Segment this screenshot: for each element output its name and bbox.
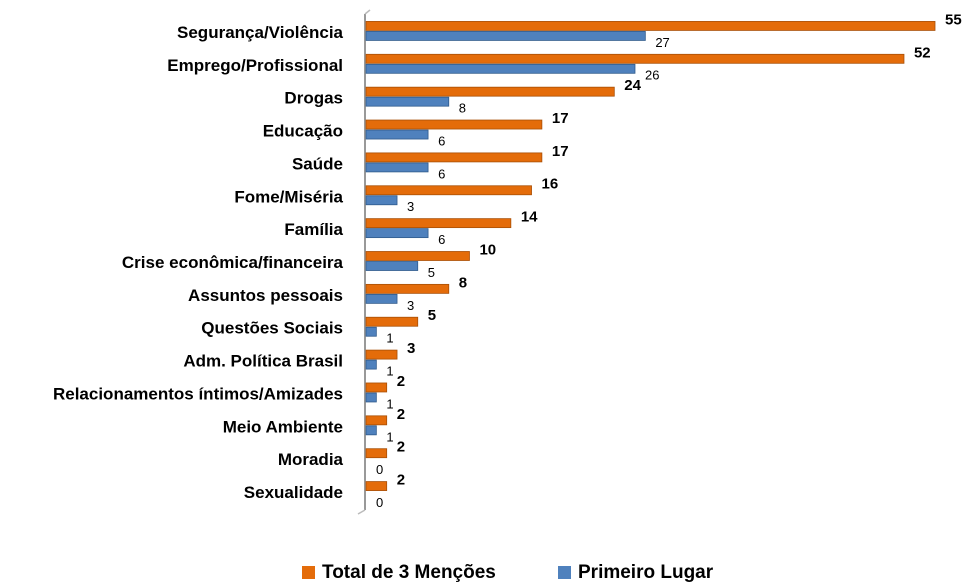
category-label: Segurança/Violência <box>177 23 344 42</box>
bar <box>365 31 646 41</box>
bar <box>365 185 532 196</box>
bar <box>365 96 450 107</box>
value-label: 27 <box>655 35 669 50</box>
value-label: 1 <box>386 364 393 379</box>
value-label: 17 <box>552 143 569 160</box>
value-label: 6 <box>438 133 445 148</box>
bar <box>365 195 398 206</box>
bar <box>365 162 429 173</box>
bar <box>365 415 388 426</box>
value-label: 1 <box>386 396 393 411</box>
bar <box>365 21 936 31</box>
value-label: 2 <box>397 439 405 456</box>
value-label: 52 <box>914 44 931 61</box>
value-label: 14 <box>521 209 538 226</box>
bar <box>365 481 388 491</box>
bar <box>365 218 512 229</box>
value-label: 1 <box>386 429 393 444</box>
category-label: Relacionamentos íntimos/Amizades <box>53 384 343 403</box>
legend-swatch <box>302 566 315 579</box>
value-label: 16 <box>542 176 559 193</box>
bar <box>365 129 429 140</box>
value-label: 2 <box>397 406 405 423</box>
bar <box>365 261 419 271</box>
bar <box>365 349 398 360</box>
category-label: Família <box>284 220 343 239</box>
value-label: 0 <box>376 462 383 477</box>
bar <box>365 382 388 393</box>
value-label: 24 <box>624 77 641 94</box>
bar <box>365 448 388 459</box>
value-label: 10 <box>479 241 496 258</box>
value-label: 5 <box>428 265 435 280</box>
bar <box>365 283 450 294</box>
category-label: Drogas <box>284 89 343 108</box>
category-label: Sexualidade <box>244 483 343 502</box>
axis-3d-bottom <box>357 509 366 515</box>
category-label: Moradia <box>278 450 344 469</box>
bar <box>365 359 377 370</box>
legend-label: Primeiro Lugar <box>578 562 714 583</box>
bar <box>365 251 470 261</box>
bar <box>365 86 615 97</box>
bar <box>365 392 377 403</box>
bar <box>365 119 543 130</box>
legend-swatch <box>558 566 571 579</box>
bar <box>365 316 419 327</box>
value-label: 1 <box>386 331 393 346</box>
value-label: 3 <box>407 199 414 214</box>
value-label: 6 <box>438 166 445 181</box>
category-label: Educação <box>263 122 343 141</box>
value-label: 6 <box>438 232 445 247</box>
bar <box>365 152 543 163</box>
value-label: 26 <box>645 68 659 83</box>
value-label: 3 <box>407 340 415 357</box>
value-label: 0 <box>376 495 383 510</box>
value-label: 17 <box>552 110 569 127</box>
value-label: 2 <box>397 373 405 390</box>
bar <box>365 326 377 337</box>
value-label: 55 <box>945 11 962 28</box>
value-label: 8 <box>459 274 467 291</box>
category-label: Meio Ambiente <box>223 417 343 436</box>
bar <box>365 425 377 436</box>
category-label: Crise econômica/financeira <box>122 253 344 272</box>
category-label: Fome/Miséria <box>234 187 343 206</box>
legend-label: Total de 3 Menções <box>322 562 496 583</box>
category-label: Saúde <box>292 154 343 173</box>
value-label: 8 <box>459 101 466 116</box>
value-label: 2 <box>397 472 405 489</box>
category-label: Adm. Política Brasil <box>183 352 343 371</box>
bar <box>365 228 429 239</box>
bar <box>365 293 398 304</box>
bar <box>365 53 905 64</box>
value-label: 3 <box>407 298 414 313</box>
bar <box>365 63 636 74</box>
category-label: Questões Sociais <box>201 319 343 338</box>
category-label: Emprego/Profissional <box>167 56 343 75</box>
value-label: 5 <box>428 307 436 324</box>
axis-3d-top <box>364 9 371 15</box>
category-label: Assuntos pessoais <box>188 286 343 305</box>
